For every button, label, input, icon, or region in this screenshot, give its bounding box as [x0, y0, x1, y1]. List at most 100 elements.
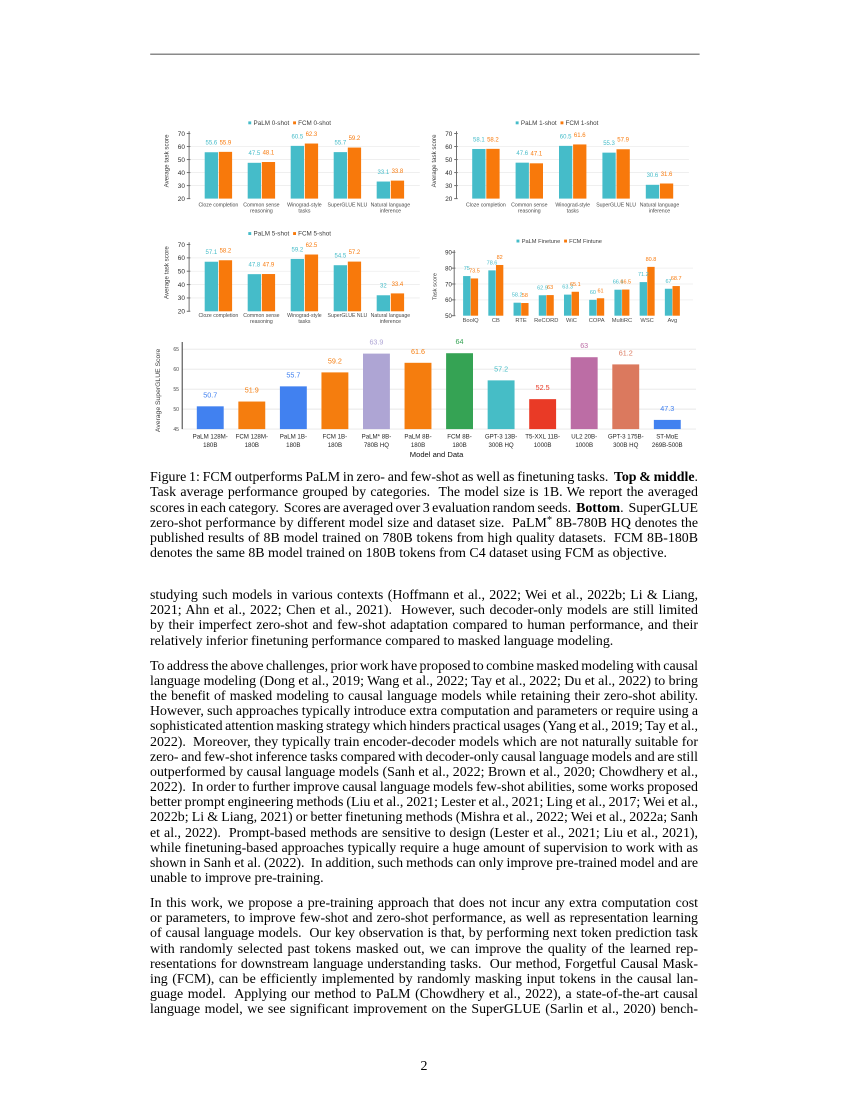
svg-text:reasoning: reasoning — [518, 208, 541, 214]
svg-text:55.6: 55.6 — [206, 141, 218, 147]
svg-text:50: 50 — [178, 157, 186, 164]
svg-text:59.2: 59.2 — [292, 247, 304, 253]
svg-text:48.1: 48.1 — [263, 150, 275, 156]
svg-text:63.3: 63.3 — [562, 285, 573, 291]
svg-text:FCM Fintune: FCM Fintune — [569, 239, 602, 245]
svg-text:Winograd-style: Winograd-style — [287, 313, 322, 319]
svg-text:BoolQ: BoolQ — [463, 318, 480, 324]
svg-text:FCM 5-shot: FCM 5-shot — [298, 231, 331, 238]
svg-text:40: 40 — [178, 170, 186, 177]
svg-text:269B-500B: 269B-500B — [652, 442, 683, 449]
svg-text:Average SuperGLUE Score: Average SuperGLUE Score — [155, 348, 162, 432]
svg-text:57.2: 57.2 — [494, 364, 508, 373]
svg-text:20: 20 — [178, 196, 186, 203]
svg-text:inference: inference — [380, 319, 401, 325]
svg-text:20: 20 — [445, 196, 453, 203]
svg-text:40: 40 — [178, 282, 186, 289]
svg-text:ReCORD: ReCORD — [534, 318, 558, 324]
svg-text:1000B: 1000B — [575, 442, 593, 449]
svg-text:tasks: tasks — [298, 319, 311, 325]
svg-text:65: 65 — [173, 347, 179, 353]
svg-text:PaLM Finetune: PaLM Finetune — [522, 239, 561, 245]
svg-text:Natural language: Natural language — [371, 313, 411, 319]
svg-text:55.7: 55.7 — [286, 370, 300, 379]
svg-text:59.2: 59.2 — [328, 356, 342, 365]
svg-text:MultiRC: MultiRC — [612, 318, 632, 324]
svg-text:50: 50 — [178, 269, 186, 276]
svg-text:RTE: RTE — [515, 318, 527, 324]
svg-text:63.9: 63.9 — [369, 338, 383, 347]
svg-text:58.2: 58.2 — [487, 137, 499, 143]
svg-text:PaLM 8B-: PaLM 8B- — [404, 434, 431, 441]
svg-text:33.4: 33.4 — [392, 282, 404, 288]
svg-text:75: 75 — [464, 266, 470, 272]
svg-text:57.9: 57.9 — [617, 138, 629, 144]
svg-text:PaLM 5-shot: PaLM 5-shot — [254, 231, 290, 238]
svg-text:60: 60 — [590, 290, 596, 296]
svg-text:Cloze completion: Cloze completion — [199, 203, 239, 209]
svg-text:SuperGLUE NLU: SuperGLUE NLU — [328, 313, 368, 319]
svg-text:30: 30 — [178, 295, 186, 302]
svg-text:180B: 180B — [286, 442, 300, 449]
svg-text:PaLM 128M-: PaLM 128M- — [193, 434, 228, 441]
svg-text:70: 70 — [445, 131, 453, 138]
svg-text:30: 30 — [178, 183, 186, 190]
svg-text:50: 50 — [173, 407, 179, 413]
svg-text:180B: 180B — [245, 442, 259, 449]
svg-text:1000B: 1000B — [534, 442, 552, 449]
svg-text:55.9: 55.9 — [220, 140, 232, 146]
svg-text:Cloze completion: Cloze completion — [466, 203, 506, 209]
svg-text:20: 20 — [178, 309, 186, 316]
svg-text:inference: inference — [380, 208, 401, 214]
svg-text:50: 50 — [445, 314, 452, 320]
svg-text:63: 63 — [580, 341, 588, 350]
svg-text:60.5: 60.5 — [560, 134, 572, 140]
svg-text:63: 63 — [547, 285, 553, 291]
svg-text:51.9: 51.9 — [245, 386, 259, 395]
svg-text:61.2: 61.2 — [619, 348, 633, 357]
svg-text:ST-MoE: ST-MoE — [656, 434, 678, 441]
svg-text:54.5: 54.5 — [335, 254, 347, 260]
svg-text:64: 64 — [456, 337, 464, 346]
svg-text:reasoning: reasoning — [250, 319, 273, 325]
svg-text:61.6: 61.6 — [411, 347, 425, 356]
svg-text:47.3: 47.3 — [660, 404, 674, 413]
svg-text:Common sense: Common sense — [243, 203, 279, 209]
svg-text:Average task score: Average task score — [164, 246, 171, 299]
svg-text:CB: CB — [492, 318, 500, 324]
svg-text:Cloze completion: Cloze completion — [199, 313, 239, 319]
svg-text:61.6: 61.6 — [574, 133, 586, 139]
svg-text:GPT-3 175B-: GPT-3 175B- — [608, 434, 644, 441]
svg-text:61: 61 — [597, 288, 603, 294]
svg-text:60: 60 — [445, 298, 452, 304]
svg-text:300B HQ: 300B HQ — [613, 442, 638, 449]
svg-text:SuperGLUE NLU: SuperGLUE NLU — [596, 203, 636, 209]
svg-text:FCM 1B-: FCM 1B- — [323, 434, 348, 441]
svg-text:57.1: 57.1 — [206, 250, 218, 256]
svg-text:47.9: 47.9 — [263, 262, 275, 268]
svg-text:COPA: COPA — [589, 318, 605, 324]
svg-text:Common sense: Common sense — [511, 203, 547, 209]
svg-text:47.1: 47.1 — [531, 152, 543, 158]
svg-text:82: 82 — [497, 255, 503, 261]
svg-text:WiC: WiC — [566, 318, 577, 324]
svg-text:60: 60 — [178, 255, 186, 262]
svg-text:SuperGLUE NLU: SuperGLUE NLU — [328, 203, 368, 209]
svg-text:70: 70 — [445, 282, 452, 288]
svg-text:80: 80 — [445, 266, 452, 272]
svg-text:58: 58 — [522, 293, 528, 299]
svg-text:70: 70 — [178, 131, 186, 138]
svg-text:52.5: 52.5 — [536, 383, 550, 392]
svg-text:73.5: 73.5 — [469, 268, 480, 274]
svg-text:71.2: 71.2 — [638, 272, 649, 278]
svg-text:780B HQ: 780B HQ — [364, 442, 389, 449]
svg-text:30.6: 30.6 — [647, 173, 659, 179]
svg-text:55.3: 55.3 — [603, 141, 615, 147]
svg-text:59.2: 59.2 — [349, 136, 361, 142]
svg-text:60: 60 — [173, 367, 179, 373]
svg-text:Winograd-style: Winograd-style — [287, 203, 322, 209]
svg-text:reasoning: reasoning — [250, 208, 273, 214]
svg-text:Common sense: Common sense — [243, 313, 279, 319]
svg-text:55.7: 55.7 — [335, 141, 347, 147]
svg-text:60.5: 60.5 — [292, 134, 304, 140]
